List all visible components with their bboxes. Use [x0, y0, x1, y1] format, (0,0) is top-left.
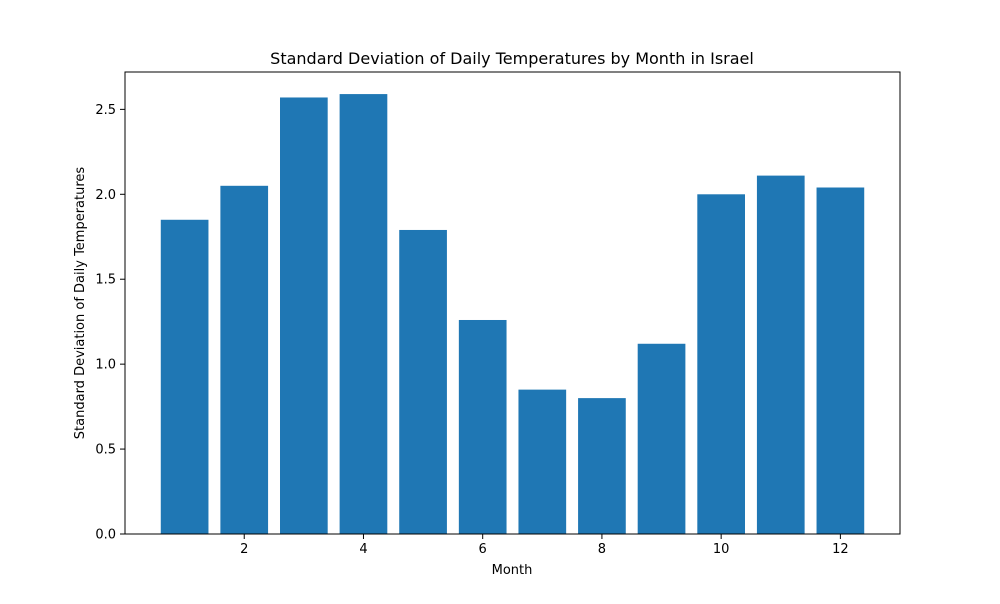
x-tick-label: 4: [359, 542, 367, 557]
x-tick-label: 10: [713, 542, 730, 557]
chart-title: Standard Deviation of Daily Temperatures…: [270, 49, 754, 68]
x-tick-label: 8: [598, 542, 606, 557]
x-tick-label: 12: [832, 542, 849, 557]
y-tick-label: 2.5: [95, 103, 116, 118]
bar-month-5: [399, 229, 447, 534]
x-tick-label: 6: [479, 542, 487, 557]
x-tick-label: 2: [240, 542, 248, 557]
x-axis-title: Month: [492, 563, 533, 578]
bar-month-4: [339, 94, 388, 535]
bar-month-9: [637, 343, 686, 534]
bar-month-11: [756, 175, 805, 534]
bar-month-1: [160, 219, 209, 534]
bar-month-8: [578, 398, 626, 534]
x-axis-ticks: 2 4 6 8 10 12: [240, 534, 849, 557]
bar-month-10: [697, 194, 745, 534]
y-tick-label: 1.0: [95, 358, 116, 373]
y-tick-label: 1.5: [95, 273, 116, 288]
bar-month-3: [280, 97, 328, 535]
y-tick-label: 2.0: [95, 188, 116, 203]
plot-frame: [124, 71, 901, 535]
y-axis-ticks: 0.0 0.5 1.0 1.5 2.0 2.5: [95, 103, 125, 543]
bar-month-2: [220, 185, 269, 535]
y-tick-label: 0.5: [95, 443, 116, 458]
bar-month-12: [816, 187, 865, 534]
y-axis-title: Standard Deviation of Daily Temperatures: [73, 167, 88, 440]
bars-layer: [160, 94, 865, 535]
bar-month-7: [518, 389, 567, 534]
y-tick-label: 0.0: [95, 528, 116, 543]
bar-month-6: [458, 319, 507, 534]
